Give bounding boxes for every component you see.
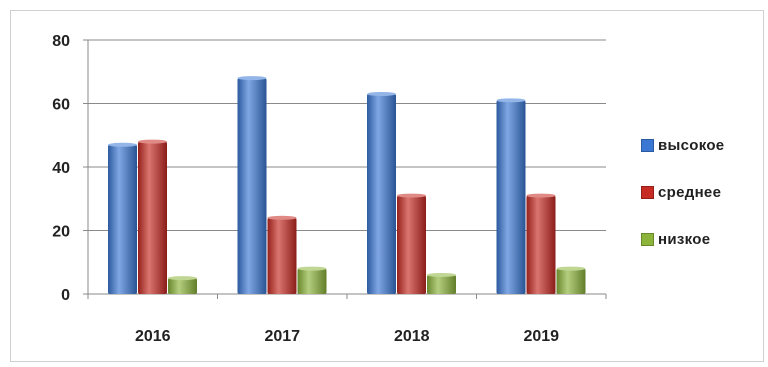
legend-item-medium: среднее bbox=[641, 182, 761, 202]
bar-top bbox=[138, 139, 167, 144]
x-tick-label: 2018 bbox=[394, 328, 430, 345]
bar-низкое-2017 bbox=[297, 268, 327, 294]
bar-top bbox=[496, 98, 526, 103]
bar-среднее-2016 bbox=[138, 141, 167, 294]
tick-labels: 0 20 40 60 80 2016 2017 2018 2019 bbox=[52, 33, 559, 345]
bar-высокое-2017 bbox=[237, 78, 267, 294]
bar-top bbox=[297, 266, 327, 271]
legend: высокое среднее низкое bbox=[641, 135, 761, 276]
y-tick-label: 20 bbox=[52, 224, 70, 241]
bar-низкое-2016 bbox=[168, 278, 197, 294]
bar-высокое-2016 bbox=[108, 144, 137, 294]
legend-swatch-medium bbox=[641, 185, 654, 199]
bar-среднее-2019 bbox=[526, 195, 556, 294]
legend-label-high: высокое bbox=[658, 136, 725, 154]
bars bbox=[108, 76, 586, 294]
legend-swatch-low bbox=[641, 232, 654, 246]
y-tick-label: 40 bbox=[52, 160, 70, 177]
bar-высокое-2019 bbox=[496, 100, 526, 294]
bar-top bbox=[237, 76, 267, 81]
bar-низкое-2018 bbox=[427, 274, 456, 294]
y-tick-label: 60 bbox=[52, 97, 70, 114]
bar-top bbox=[168, 276, 197, 281]
legend-label-medium: среднее bbox=[658, 183, 722, 201]
bar-top bbox=[556, 266, 586, 271]
bar-среднее-2018 bbox=[397, 195, 426, 294]
legend-label-low: низкое bbox=[658, 230, 711, 248]
bar-высокое-2018 bbox=[367, 93, 396, 294]
legend-item-low: низкое bbox=[641, 229, 761, 249]
bar-top bbox=[526, 193, 556, 198]
legend-item-high: высокое bbox=[641, 135, 761, 155]
legend-swatch-high bbox=[641, 138, 654, 152]
x-tick-label: 2019 bbox=[523, 328, 559, 345]
x-tick-label: 2016 bbox=[135, 328, 171, 345]
bar-среднее-2017 bbox=[267, 217, 297, 294]
bar-top bbox=[367, 91, 396, 96]
y-tick-label: 80 bbox=[52, 33, 70, 50]
bar-top bbox=[397, 193, 426, 198]
bar-низкое-2019 bbox=[556, 268, 586, 294]
bar-top bbox=[267, 215, 297, 220]
bar-top bbox=[108, 142, 137, 147]
x-tick-label: 2017 bbox=[264, 328, 300, 345]
y-tick-label: 0 bbox=[61, 287, 70, 304]
bar-top bbox=[427, 272, 456, 277]
